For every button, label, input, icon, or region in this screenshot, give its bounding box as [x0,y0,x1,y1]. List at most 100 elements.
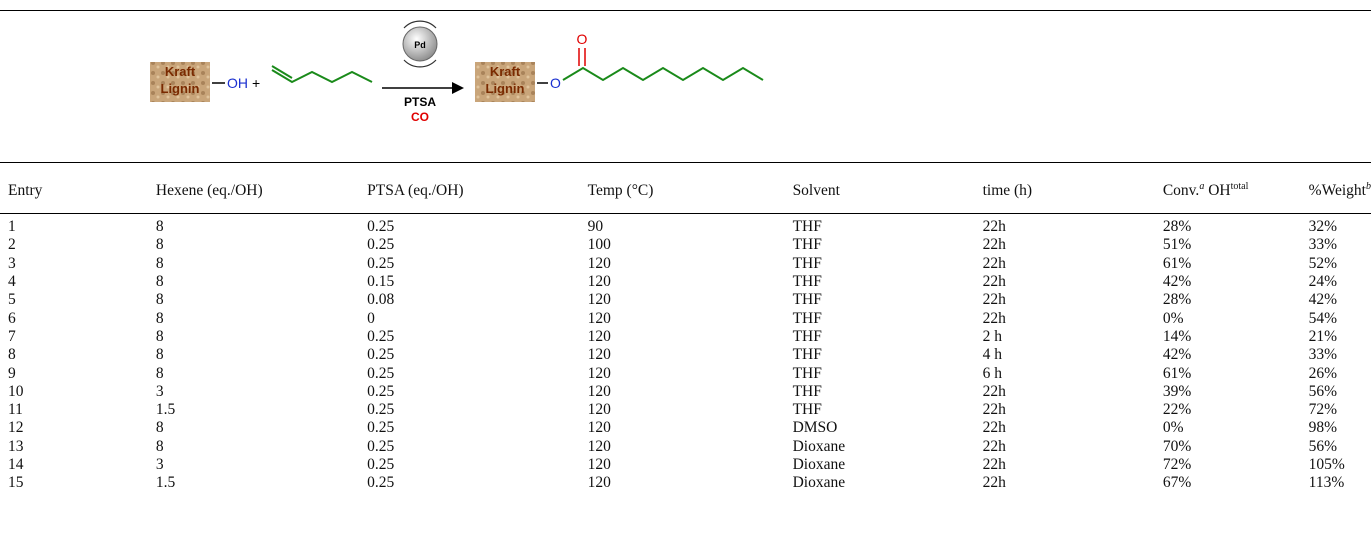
table-cell: 0.25 [367,346,395,364]
table-cell: 14% [1162,327,1192,345]
table-cell: THF [792,291,822,309]
table-cell: 120 [587,419,611,437]
table-cell: 12 [8,419,24,437]
table-cell: 6 h [982,364,1002,382]
header-text: Conv. [1162,182,1200,200]
table-cell: 22h [982,218,1006,236]
table-cell: 120 [587,401,611,419]
table-cell: 7 [8,327,16,345]
ester-oxygen: O [550,75,561,91]
table-cell: THF [792,401,822,419]
table-cell: 56% [1308,382,1338,400]
table-cell: 28% [1162,218,1192,236]
table-cell: 120 [587,291,611,309]
table-cell: 4 [8,273,16,291]
table-cell: 105% [1308,456,1345,473]
table-cell: THF [792,382,822,400]
table-cell: 0.25 [367,236,395,254]
table-cell: 32% [1308,218,1338,236]
arrow-head [452,82,464,94]
table-cell: 0.25 [367,474,395,492]
table-cell: 56% [1308,437,1338,455]
footnote-mark: total [1230,181,1249,193]
hydroxyl: OH [227,75,248,91]
table-cell: Dioxane [792,437,846,455]
table-row: 8 8 0.25 120 THF 4 h 42% 33% [0,346,1371,364]
table-row: 7 8 0.25 120 THF 2 h 14% 21% [0,328,1371,346]
table-cell: 0.08 [367,291,395,309]
table-cell: 120 [587,254,611,272]
table-cell: 52% [1308,254,1338,272]
table-cell: 14 [8,456,24,473]
table-cell: 0.25 [367,456,395,473]
table-cell: 22h [982,273,1006,291]
table-cell: THF [792,218,822,236]
table-cell: 120 [587,346,611,364]
table-cell: 120 [587,437,611,455]
table-cell: 0.25 [367,327,395,345]
lignin-label: Lignin [161,81,200,96]
pd-catalyst [402,26,438,62]
table-cell: 39% [1162,382,1192,400]
table-cell: 8 [155,309,164,327]
table-cell: 42% [1162,273,1192,291]
table-cell: 33% [1308,236,1338,254]
table-cell: 8 [155,273,164,291]
table-cell: 24% [1308,273,1338,291]
hexene [271,69,373,84]
table-cell: 98% [1308,419,1338,437]
table-cell: 0.25 [367,364,395,382]
lignin-label: Kraft [165,64,196,79]
table-cell: 3 [155,456,164,473]
table-cell: THF [792,364,822,382]
table-row: 10 3 0.25 120 THF 22h 39% 56% [0,383,1371,401]
table-cell: Dioxane [792,456,846,473]
lignin-label: Kraft [490,64,521,79]
table-row: 3 8 0.25 120 THF 22h 61% 52% [0,255,1371,273]
table-cell: 8 [155,419,164,437]
table-cell: 3 [8,254,16,272]
reaction-scheme: Kraft Lignin OH + Pd PTSA CO Kraft Ligni… [150,20,764,124]
header-row: Entry Hexene (eq./OH) PTSA (eq./OH) Temp (°… [0,178,1371,204]
table-cell: 22h [982,437,1006,455]
table-cell: 120 [587,309,611,327]
table-row: 5 8 0.08 120 THF 22h 28% 42% [0,291,1371,309]
table-cell: 120 [587,456,611,473]
table-cell: 8 [155,254,164,272]
table-cell: 0.25 [367,401,395,419]
table-cell: 4 h [982,346,1002,364]
table-cell: 0% [1162,309,1184,327]
table-cell: 120 [587,327,611,345]
table-cell: 21% [1308,327,1338,345]
table-cell: 8 [155,236,164,254]
table-cell: 2 h [982,327,1002,345]
table-cell: 0.25 [367,382,395,400]
table-row: 9 8 0.25 120 THF 6 h 61% 26% [0,364,1371,382]
table-cell: 42% [1162,346,1192,364]
table-cell: 26% [1308,364,1338,382]
table-cell: 120 [587,364,611,382]
table-cell: 8 [8,346,16,364]
catalyst-label: Pd [414,40,426,50]
cycle-arrows [403,20,437,68]
table-cell: 2 [8,236,16,254]
table-cell: 0.25 [367,254,395,272]
header-text: OH [1204,182,1231,200]
table-cell: 8 [155,327,164,345]
table-cell: 120 [587,474,611,492]
table-cell: 72% [1308,401,1338,419]
table-cell: 61% [1162,364,1192,382]
table-cell: 22h [982,254,1006,272]
results-table: Entry Hexene (eq./OH) PTSA (eq./OH) Temp (°… [0,178,1371,492]
table-cell: 54% [1308,309,1338,327]
table-cell: 22h [982,382,1006,400]
table-cell: THF [792,273,822,291]
table-cell: 22h [982,291,1006,309]
column-header: Entry [8,182,43,199]
lignin-box [475,62,535,102]
double-bond [271,65,293,79]
footnote-mark: b [1365,181,1371,193]
table-cell: 0.15 [367,273,395,291]
table-cell: Dioxane [792,474,846,492]
column-header: Solvent [792,182,840,199]
